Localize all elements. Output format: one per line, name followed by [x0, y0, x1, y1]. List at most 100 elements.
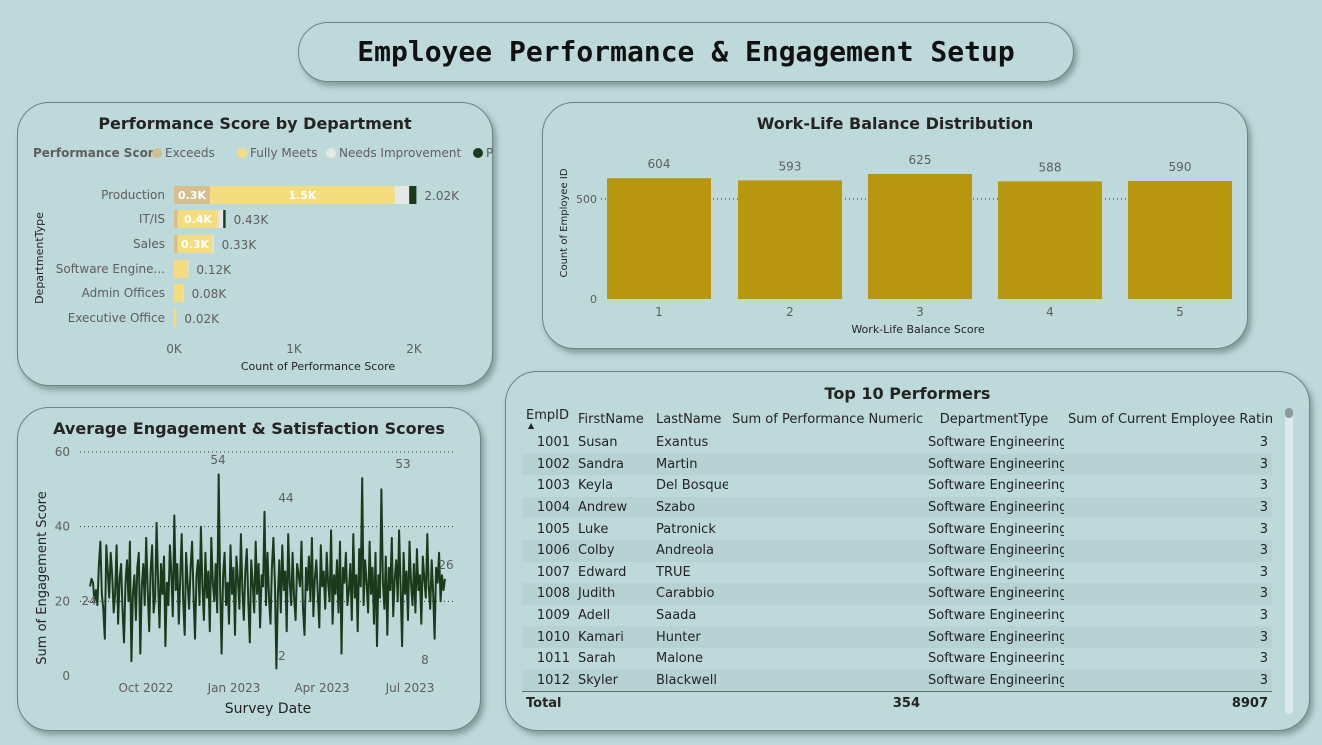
table-row[interactable]: 1012 Skyler Blackwell Software Engineering 3: [522, 669, 1272, 692]
table-cell-2: Saada: [652, 604, 728, 627]
column-header-label-3: Sum of Performance Numeric: [732, 411, 924, 427]
wlb-bar-3: [998, 181, 1102, 299]
table-cell-3: [728, 669, 924, 692]
bar-3-1: [174, 260, 188, 278]
table-cell-1: Sarah: [574, 647, 652, 670]
eng-x-tick-3: Jul 2023: [385, 681, 435, 695]
bar-4-2: [183, 284, 184, 302]
bar-1-3: [223, 210, 226, 228]
table-row[interactable]: 1004 Andrew Szabo Software Engineering 3: [522, 496, 1272, 519]
table-cell-5: 3: [1064, 539, 1272, 562]
eng-x-axis-title: Survey Date: [225, 701, 312, 717]
top-performers-card: Top 10 Performers EmpID ▲ FirstName LastNam…: [505, 371, 1310, 731]
table-cell-0: 1005: [522, 518, 574, 540]
table-row[interactable]: 1002 Sandra Martin Software Engineering 3: [522, 453, 1272, 476]
y-tick-0: 0: [590, 293, 597, 306]
table-cell-5: 3: [1064, 518, 1272, 540]
eng-data-label-6: 2: [278, 649, 286, 663]
table-cell-4: Software Engineering: [924, 561, 1064, 584]
bar-0-0: [174, 186, 210, 204]
table-cell-4: Software Engineering: [924, 539, 1064, 562]
wlb-x-axis-title: Work-Life Balance Score: [851, 323, 985, 336]
y-tick-500: 500: [576, 193, 597, 206]
table-scrollbar[interactable]: [1285, 408, 1293, 714]
table-row[interactable]: 1001 Susan Exantus Software Engineering 3: [522, 432, 1272, 454]
table-cell-0: 1010: [522, 626, 574, 648]
column-header-5[interactable]: Sum of Current Employee Rating: [1064, 406, 1272, 432]
total-label: Total: [522, 691, 574, 715]
table-row[interactable]: 1008 Judith Carabbio Software Engineering 3: [522, 583, 1272, 605]
legend-item-0: Exceeds: [165, 146, 215, 160]
column-header-4[interactable]: DepartmentType: [924, 406, 1064, 432]
table-row[interactable]: 1005 Luke Patronick Software Engineering 3: [522, 518, 1272, 540]
table-cell-3: [728, 604, 924, 627]
performance-bar-chart[interactable]: Performance Score Exceeds Fully Meets Needs…: [18, 103, 494, 387]
table-cell-0: 1012: [522, 669, 574, 692]
legend-item-2: Needs Improvement: [339, 146, 461, 160]
segment-label-itis: 0.4K: [184, 213, 212, 226]
table-cell-5: 3: [1064, 496, 1272, 519]
table-cell-0: 1006: [522, 539, 574, 562]
x-tick-2: 2K: [406, 342, 423, 356]
table-cell-3: [728, 475, 924, 497]
table-cell-2: Patronick: [652, 518, 728, 540]
bar-4-1: [174, 284, 183, 302]
eng-y-tick-2: 40: [55, 520, 70, 534]
table-cell-2: Martin: [652, 453, 728, 476]
table-cell-1: Kamari: [574, 626, 652, 648]
wlb-y-axis-title: Count of Employee ID: [559, 168, 570, 277]
table-cell-4: Software Engineering: [924, 669, 1064, 692]
bar-0-1: [210, 186, 395, 204]
eng-y-tick-3: 60: [55, 445, 70, 459]
eng-data-label-0: 54: [210, 453, 225, 467]
segment-label-production-fullymeets: 1.5K: [288, 189, 316, 202]
table-cell-1: Sandra: [574, 453, 652, 476]
table-row[interactable]: 1010 Kamari Hunter Software Engineering 3: [522, 626, 1272, 648]
table-cell-2: Carabbio: [652, 583, 728, 605]
eng-y-tick-0: 0: [62, 669, 70, 683]
category-label-2: Sales: [133, 237, 165, 251]
eng-data-label-4: 26: [438, 558, 453, 572]
wlb-x-tick-2: 3: [916, 305, 924, 319]
wlb-value-label-3: 588: [1039, 160, 1062, 174]
table-cell-1: Skyler: [574, 669, 652, 692]
total-label-2: 0.33K: [222, 238, 258, 252]
engagement-line-chart[interactable]: 0 20 40 60 Oct 2022 Jan 2023 Apr 2023 Jul 2023 S…: [18, 408, 482, 732]
bar-2-1: [177, 235, 213, 253]
table-row[interactable]: 1006 Colby Andreola Software Engineering 3: [522, 539, 1272, 562]
table-cell-5: 3: [1064, 583, 1272, 605]
table-cell-1: Judith: [574, 583, 652, 605]
table-row[interactable]: 1007 Edward TRUE Software Engineering 3: [522, 561, 1272, 584]
table-scroll-thumb[interactable]: [1285, 408, 1293, 418]
table-cell-4: Software Engineering: [924, 583, 1064, 605]
table-cell-2: TRUE: [652, 561, 728, 584]
column-header-3[interactable]: Sum of Performance Numeric: [728, 406, 924, 432]
legend-marker-1: [237, 148, 247, 158]
table-cell-5: 3: [1064, 561, 1272, 584]
column-header-1[interactable]: FirstName: [574, 406, 652, 432]
total-performance: 354: [728, 691, 924, 715]
table-cell-5: 3: [1064, 669, 1272, 692]
sort-ascending-icon[interactable]: ▲: [528, 421, 535, 430]
table-cell-4: Software Engineering: [924, 496, 1064, 519]
dashboard-title: Employee Performance & Engagement Setup: [357, 35, 1015, 68]
table-row[interactable]: 1003 Keyla Del Bosque Software Engineering 3: [522, 475, 1272, 497]
eng-data-label-2: 53: [395, 457, 410, 471]
column-header-0[interactable]: EmpID ▲: [522, 406, 574, 432]
table-cell-4: Software Engineering: [924, 604, 1064, 627]
column-header-2[interactable]: LastName: [652, 406, 728, 432]
wlb-bar-4: [1128, 181, 1232, 299]
table-cell-2: Hunter: [652, 626, 728, 648]
eng-x-tick-1: Jan 2023: [207, 681, 261, 695]
legend-marker-3: [473, 148, 483, 158]
wlb-value-label-1: 593: [779, 159, 802, 173]
table-row[interactable]: 1011 Sarah Malone Software Engineering 3: [522, 647, 1272, 670]
table-cell-1: Adell: [574, 604, 652, 627]
table-cell-5: 3: [1064, 647, 1272, 670]
table-row[interactable]: 1009 Adell Saada Software Engineering 3: [522, 604, 1272, 627]
table-cell-5: 3: [1064, 432, 1272, 454]
total-label-1: 0.43K: [234, 213, 270, 227]
wlb-x-tick-0: 1: [655, 305, 663, 319]
total-label-3: 0.12K: [196, 263, 232, 277]
